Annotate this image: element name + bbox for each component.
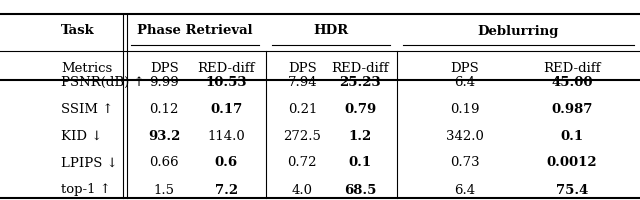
Text: KID ↓: KID ↓	[61, 130, 102, 142]
Text: 68.5: 68.5	[344, 184, 376, 196]
Text: top-1 ↑: top-1 ↑	[61, 184, 111, 196]
Text: 0.79: 0.79	[344, 103, 376, 116]
Text: 6.4: 6.4	[454, 75, 476, 88]
Text: Deblurring: Deblurring	[477, 24, 559, 38]
Text: SSIM ↑: SSIM ↑	[61, 103, 113, 116]
Text: DPS: DPS	[150, 62, 179, 75]
Text: 45.00: 45.00	[551, 75, 593, 88]
Text: 6.4: 6.4	[454, 184, 476, 196]
Text: 1.2: 1.2	[348, 130, 372, 142]
Text: 0.21: 0.21	[287, 103, 317, 116]
Text: LPIPS ↓: LPIPS ↓	[61, 156, 118, 169]
Text: 93.2: 93.2	[148, 130, 180, 142]
Text: DPS: DPS	[288, 62, 317, 75]
Text: 7.94: 7.94	[287, 75, 317, 88]
Text: RED-diff: RED-diff	[197, 62, 255, 75]
Text: 0.0012: 0.0012	[547, 156, 597, 169]
Text: RED-diff: RED-diff	[543, 62, 601, 75]
Text: 0.72: 0.72	[287, 156, 317, 169]
Text: 7.2: 7.2	[214, 184, 237, 196]
Text: 1.5: 1.5	[154, 184, 175, 196]
Text: 75.4: 75.4	[556, 184, 588, 196]
Text: RED-diff: RED-diff	[332, 62, 389, 75]
Text: 10.53: 10.53	[205, 75, 247, 88]
Text: 0.1: 0.1	[349, 156, 372, 169]
Text: DPS: DPS	[451, 62, 479, 75]
Text: 0.1: 0.1	[561, 130, 584, 142]
Text: 25.23: 25.23	[339, 75, 381, 88]
Text: PSNR(dB) ↑: PSNR(dB) ↑	[61, 75, 145, 88]
Text: 9.99: 9.99	[149, 75, 179, 88]
Text: 0.73: 0.73	[450, 156, 480, 169]
Text: 272.5: 272.5	[284, 130, 321, 142]
Text: Task: Task	[61, 24, 95, 38]
Text: Metrics: Metrics	[61, 62, 112, 75]
Text: 0.17: 0.17	[210, 103, 243, 116]
Text: 0.12: 0.12	[150, 103, 179, 116]
Text: 0.6: 0.6	[214, 156, 237, 169]
Text: 0.66: 0.66	[149, 156, 179, 169]
Text: 4.0: 4.0	[292, 184, 313, 196]
Text: 0.987: 0.987	[551, 103, 593, 116]
Text: 0.19: 0.19	[450, 103, 479, 116]
Text: 114.0: 114.0	[207, 130, 245, 142]
Text: HDR: HDR	[314, 24, 349, 38]
Text: 342.0: 342.0	[446, 130, 484, 142]
Text: Phase Retrieval: Phase Retrieval	[138, 24, 253, 38]
